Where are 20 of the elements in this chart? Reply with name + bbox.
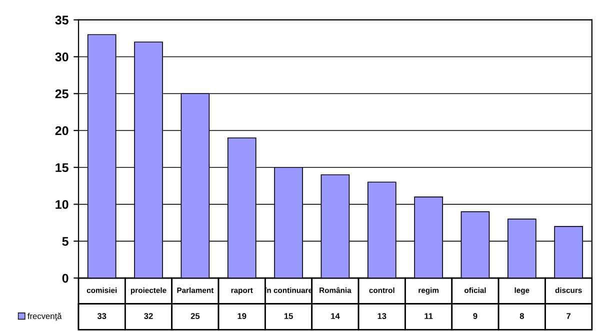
y-tick-label: 0	[62, 274, 68, 283]
data-label: 7	[566, 313, 571, 319]
data-label: 15	[284, 313, 293, 320]
y-tick-label: 10	[56, 200, 68, 209]
data-label: 11	[424, 313, 433, 319]
data-label: 14	[331, 313, 340, 319]
data-label: 25	[190, 313, 200, 320]
legend-label: frecvenţă	[28, 312, 62, 321]
data-label: 13	[378, 313, 386, 320]
data-label: 9	[473, 313, 478, 320]
data-label: 8	[520, 313, 524, 320]
data-label: 19	[238, 313, 246, 320]
y-tick-label: 15	[56, 163, 68, 172]
data-label: 32	[144, 313, 153, 320]
y-tick-label: 20	[55, 126, 68, 136]
y-tick-label: 35	[55, 16, 68, 25]
y-tick-label: 5	[62, 237, 68, 246]
y-tick-label: 25	[55, 89, 68, 98]
y-tick-label: 30	[55, 52, 68, 62]
data-label: 33	[97, 313, 106, 320]
